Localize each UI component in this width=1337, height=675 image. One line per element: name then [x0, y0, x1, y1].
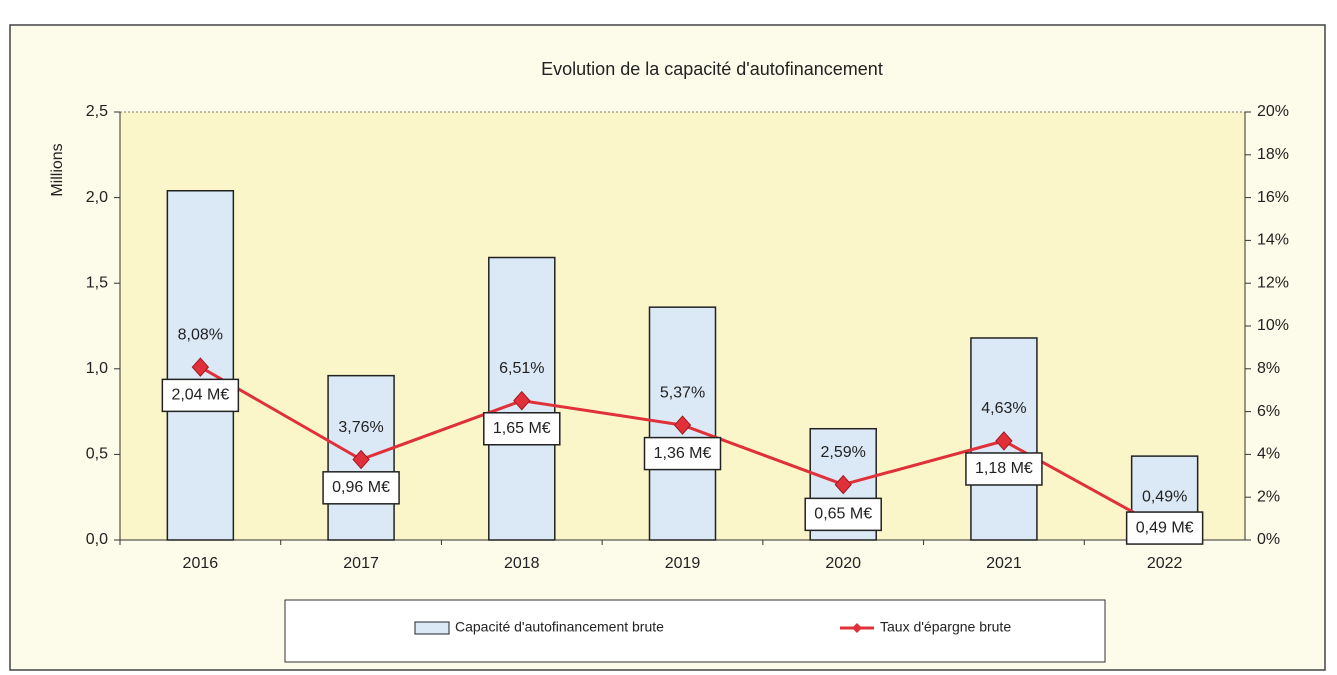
- y2-tick-label: 16%: [1257, 189, 1289, 206]
- data-label: 1,36 M€: [654, 445, 712, 462]
- y-tick-label: 2,0: [86, 189, 108, 206]
- data-label-box: [161, 378, 240, 413]
- line-marker: [834, 474, 852, 495]
- y2-tick-label: 8%: [1257, 360, 1280, 377]
- data-label-box: [804, 497, 882, 532]
- data-label: 4,63%: [981, 400, 1026, 417]
- x-tick-label: 2019: [665, 555, 701, 572]
- data-label: 3,76%: [338, 419, 383, 436]
- legend-swatch-marker: [852, 623, 862, 633]
- x-tick-label: 2016: [183, 555, 219, 572]
- data-label: 0,96 M€: [332, 479, 390, 496]
- data-label: 8,08%: [178, 326, 223, 343]
- y2-tick-label: 14%: [1257, 232, 1289, 249]
- data-label-box: [483, 412, 561, 446]
- y2-tick-label: 20%: [1257, 103, 1289, 120]
- y-tick-label: 0,5: [86, 446, 108, 463]
- chart-title: Evolution de la capacité d'autofinanceme…: [541, 59, 883, 79]
- line-marker: [352, 449, 370, 470]
- line-marker: [513, 390, 531, 411]
- data-label: 0,65 M€: [814, 506, 872, 523]
- y-tick-label: 2,5: [86, 103, 108, 120]
- data-label: 0,49%: [1142, 489, 1187, 506]
- legend-swatch: [414, 621, 450, 635]
- y2-tick-label: 6%: [1257, 403, 1280, 420]
- y2-tick-label: 18%: [1257, 146, 1289, 163]
- y2-tick-label: 2%: [1257, 488, 1280, 505]
- legend-label: Capacité d'autofinancement brute: [455, 619, 664, 635]
- data-label-box: [322, 471, 400, 505]
- x-tick-label: 2017: [343, 555, 379, 572]
- y-tick-label: 1,5: [86, 274, 108, 291]
- data-label: 6,51%: [499, 360, 544, 377]
- y-tick-label: 0,0: [86, 531, 108, 548]
- line-marker: [995, 431, 1013, 451]
- legend: [284, 599, 1106, 663]
- line-marker: [673, 415, 692, 435]
- x-tick-label: 2020: [825, 555, 861, 572]
- data-label-box: [965, 452, 1043, 486]
- y-tick-label: 1,0: [86, 360, 108, 377]
- data-label-box: [1125, 511, 1204, 545]
- data-label: 1,65 M€: [493, 420, 551, 437]
- y-axis-label: Millions: [49, 143, 66, 196]
- data-label: 5,37%: [660, 384, 705, 401]
- y2-tick-label: 0%: [1257, 531, 1280, 548]
- data-label: 1,18 M€: [975, 460, 1033, 477]
- y2-tick-label: 10%: [1257, 317, 1289, 334]
- data-label: 0,49 M€: [1136, 519, 1194, 536]
- x-tick-label: 2021: [986, 555, 1022, 572]
- bar: [970, 337, 1038, 541]
- y2-tick-label: 4%: [1257, 446, 1280, 463]
- y2-tick-label: 12%: [1257, 274, 1289, 291]
- data-label: 2,59%: [821, 444, 866, 461]
- x-tick-label: 2022: [1147, 555, 1183, 572]
- line-marker: [191, 357, 210, 377]
- data-label-box: [643, 436, 722, 471]
- data-label: 2,04 M€: [171, 387, 229, 404]
- legend-label: Taux d'épargne brute: [880, 619, 1011, 635]
- x-tick-label: 2018: [504, 555, 540, 572]
